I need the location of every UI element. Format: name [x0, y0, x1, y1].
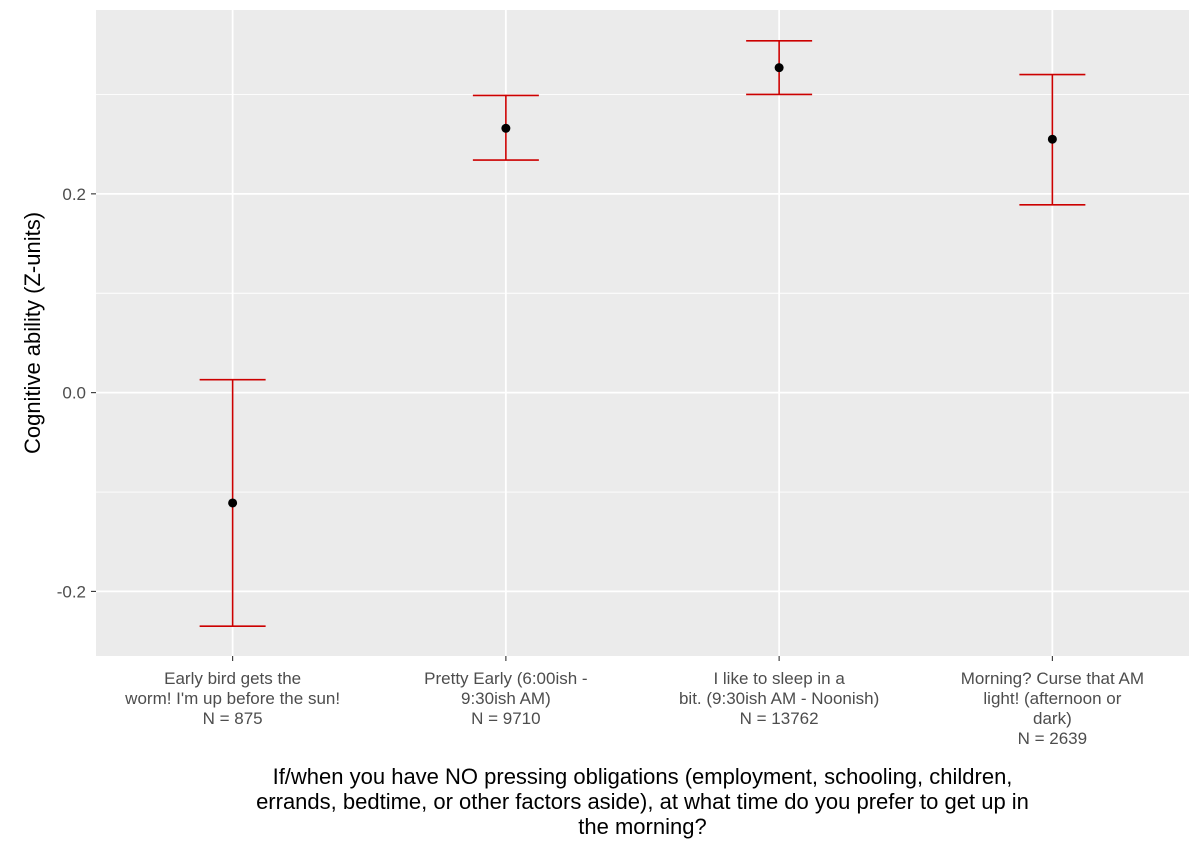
- x-tick-label-line: dark): [1033, 709, 1072, 728]
- x-axis-title-line: the morning?: [578, 814, 706, 839]
- x-axis-ticks: Early bird gets the worm! I'm up before t…: [124, 656, 1144, 748]
- mean-point: [1047, 134, 1057, 144]
- y-axis-ticks: -0.2 0.0 0.2: [57, 185, 96, 601]
- x-tick-label-line: N = 9710: [471, 709, 540, 728]
- mean-point: [228, 498, 238, 508]
- major-gridlines: [96, 10, 1189, 656]
- mean-points: [228, 63, 1057, 508]
- x-axis-title-line: errands, bedtime, or other factors aside…: [256, 789, 1029, 814]
- x-tick-label-line: bit. (9:30ish AM - Noonish): [679, 689, 879, 708]
- x-tick-label-line: 9:30ish AM): [461, 689, 551, 708]
- x-axis-title-line: If/when you have NO pressing obligations…: [273, 764, 1013, 789]
- y-tick-label: 0.0: [62, 384, 86, 403]
- x-tick-label-line: I like to sleep in a: [713, 669, 845, 688]
- x-tick-label: Pretty Early (6:00ish -9:30ish AM) N = 97…: [424, 669, 587, 728]
- x-tick-label-line: N = 2639: [1018, 729, 1087, 748]
- x-axis-title: If/when you have NO pressing obligations…: [256, 764, 1029, 839]
- x-tick-label-line: Pretty Early (6:00ish -: [424, 669, 587, 688]
- plot-panel: [96, 10, 1189, 656]
- x-tick-label-line: Early bird gets the: [164, 669, 301, 688]
- x-tick-label-line: N = 13762: [740, 709, 819, 728]
- minor-gridlines: [96, 94, 1189, 493]
- x-tick-label: I like to sleep in a bit. (9:30ish AM - N…: [679, 669, 879, 728]
- mean-point: [501, 123, 511, 133]
- x-tick-label: Early bird gets the worm! I'm up before t…: [124, 669, 340, 728]
- x-tick-label-line: light! (afternoon or: [983, 689, 1121, 708]
- x-tick-label-line: worm! I'm up before the sun!: [124, 689, 340, 708]
- y-axis-title: Cognitive ability (Z-units): [20, 212, 45, 454]
- y-tick-label: 0.2: [62, 185, 86, 204]
- mean-point: [774, 63, 784, 73]
- x-tick-label-line: N = 875: [203, 709, 263, 728]
- x-tick-label-line: Morning? Curse that AM: [961, 669, 1144, 688]
- y-tick-label: -0.2: [57, 582, 86, 601]
- x-tick-label: Morning? Curse that AM light! (afternoon …: [961, 669, 1144, 748]
